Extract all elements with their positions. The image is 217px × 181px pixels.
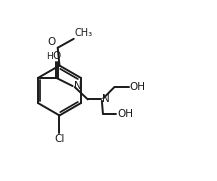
Text: CH₃: CH₃ [75, 28, 93, 38]
Text: N: N [74, 81, 81, 91]
Text: Cl: Cl [54, 134, 65, 144]
Text: H: H [46, 52, 53, 61]
Text: O: O [53, 51, 61, 61]
Text: OH: OH [130, 82, 146, 92]
Text: OH: OH [117, 109, 133, 119]
Text: O: O [48, 37, 56, 47]
Text: N: N [102, 94, 110, 104]
